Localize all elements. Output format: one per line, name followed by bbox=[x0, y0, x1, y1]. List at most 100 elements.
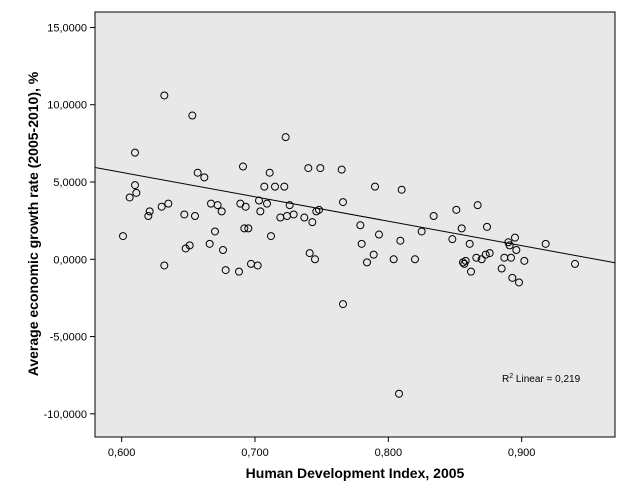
data-point bbox=[281, 133, 290, 142]
data-point bbox=[188, 111, 197, 120]
data-point bbox=[511, 233, 519, 242]
data-point bbox=[395, 389, 403, 398]
x-axis-title: Human Development Index, 2005 bbox=[246, 465, 465, 481]
data-point bbox=[253, 261, 262, 270]
data-point bbox=[289, 210, 298, 219]
data-point bbox=[144, 212, 153, 220]
data-point bbox=[515, 278, 523, 287]
data-point bbox=[472, 253, 481, 262]
data-point bbox=[375, 230, 383, 239]
y-tick-label: 0,0000 bbox=[53, 254, 87, 266]
data-point bbox=[308, 218, 317, 227]
data-point bbox=[145, 207, 154, 216]
data-point bbox=[244, 224, 253, 233]
data-point bbox=[417, 227, 426, 236]
data-point bbox=[571, 259, 579, 268]
data-point bbox=[125, 193, 134, 202]
data-point bbox=[315, 205, 323, 214]
data-point bbox=[305, 249, 314, 258]
data-point bbox=[461, 256, 470, 265]
data-point bbox=[185, 241, 194, 250]
r2-label: R2 Linear = 0,219 bbox=[502, 373, 581, 385]
data-point bbox=[160, 261, 169, 270]
data-point bbox=[205, 239, 214, 248]
data-point bbox=[356, 221, 365, 230]
data-point bbox=[477, 255, 486, 264]
data-point bbox=[363, 258, 371, 267]
fit-line-group bbox=[94, 166, 616, 264]
x-tick-label: 0,900 bbox=[508, 447, 536, 459]
data-point bbox=[465, 239, 474, 248]
data-point bbox=[452, 205, 461, 214]
data-point bbox=[371, 182, 379, 191]
data-point bbox=[260, 182, 269, 191]
data-point bbox=[263, 199, 271, 208]
data-point bbox=[211, 227, 219, 236]
y-tick-label: 15,0000 bbox=[47, 22, 87, 34]
data-point bbox=[255, 196, 263, 205]
data-point bbox=[131, 181, 139, 190]
data-point bbox=[541, 239, 550, 248]
y-tick-label: 5,0000 bbox=[53, 177, 87, 189]
y-axis-ticks: -10,0000 -5,0000 0,0000 5,0000 10,0000 15,000… bbox=[44, 22, 95, 421]
data-point bbox=[397, 185, 406, 194]
data-point bbox=[200, 173, 209, 182]
data-point bbox=[483, 222, 491, 231]
data-point bbox=[119, 232, 127, 241]
data-point bbox=[180, 210, 189, 219]
data-point bbox=[213, 201, 222, 210]
data-point bbox=[339, 198, 347, 207]
data-point bbox=[448, 235, 457, 244]
data-point bbox=[235, 267, 243, 276]
data-point bbox=[240, 224, 249, 233]
data-point bbox=[357, 239, 366, 248]
data-point bbox=[497, 264, 506, 273]
data-point bbox=[304, 164, 313, 173]
data-point bbox=[267, 232, 275, 241]
data-point bbox=[337, 165, 346, 174]
data-point bbox=[271, 182, 279, 191]
data-point bbox=[221, 266, 230, 275]
data-point bbox=[193, 168, 202, 177]
data-point bbox=[411, 255, 419, 264]
data-points bbox=[119, 91, 579, 398]
plot-area bbox=[94, 11, 616, 438]
data-point bbox=[473, 201, 482, 210]
y-axis-title: Average economic growth rate (2005-2010)… bbox=[25, 71, 41, 376]
data-point bbox=[311, 255, 319, 264]
data-point bbox=[389, 255, 398, 264]
data-point bbox=[132, 188, 141, 197]
data-point bbox=[265, 168, 274, 177]
data-point bbox=[300, 213, 309, 222]
data-point bbox=[507, 253, 515, 262]
data-point bbox=[131, 148, 139, 157]
data-point bbox=[467, 267, 475, 276]
x-tick-label: 0,700 bbox=[241, 447, 269, 459]
data-point bbox=[457, 224, 466, 233]
y-tick-label: -5,0000 bbox=[50, 332, 87, 344]
data-point bbox=[164, 199, 173, 208]
x-tick-label: 0,600 bbox=[108, 447, 136, 459]
data-point bbox=[481, 250, 490, 259]
data-point bbox=[429, 212, 438, 220]
data-point bbox=[505, 241, 514, 250]
data-point bbox=[239, 162, 247, 171]
data-point bbox=[157, 202, 166, 211]
data-point bbox=[280, 182, 289, 191]
data-point bbox=[369, 250, 378, 259]
x-axis-ticks: 0,600 0,700 0,800 0,900 bbox=[108, 437, 536, 459]
data-point bbox=[285, 201, 294, 210]
data-point bbox=[396, 236, 405, 245]
data-point bbox=[241, 202, 250, 211]
data-point bbox=[191, 212, 199, 220]
data-point bbox=[339, 300, 347, 309]
data-point bbox=[316, 164, 325, 173]
y-tick-label: -10,0000 bbox=[44, 409, 87, 421]
data-point bbox=[508, 273, 517, 282]
x-tick-label: 0,800 bbox=[375, 447, 403, 459]
data-point bbox=[160, 91, 169, 100]
y-tick-label: 10,0000 bbox=[47, 100, 87, 112]
data-point bbox=[217, 207, 226, 216]
data-point bbox=[219, 246, 227, 254]
